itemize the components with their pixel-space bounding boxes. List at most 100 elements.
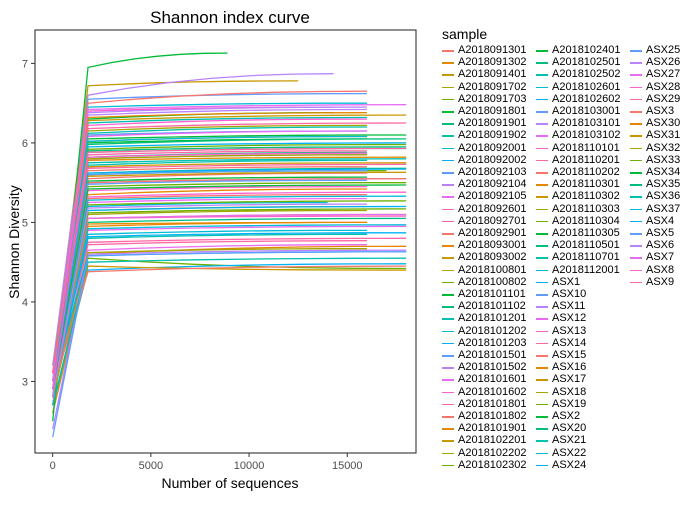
axis-group: 0 5000 10000 15000 3 4 5 6 7 <box>22 58 363 472</box>
legend-swatch <box>442 147 454 150</box>
legend-label: A2018091703 <box>458 92 527 105</box>
x-tick-label-15000: 15000 <box>332 460 363 472</box>
legend-label: ASX30 <box>646 117 681 130</box>
series-line-A2018092105 <box>52 244 367 414</box>
legend-swatch <box>536 452 548 455</box>
legend-swatch <box>442 330 454 333</box>
series-line-ASX30 <box>52 112 367 374</box>
legend-label: A2018103101 <box>552 117 621 130</box>
series-line-A2018102201 <box>52 265 407 414</box>
legend-label: A2018110202 <box>552 166 620 178</box>
legend-label: ASX11 <box>552 300 586 313</box>
legend-label: ASX28 <box>646 80 681 93</box>
series-line-ASX9 <box>52 147 407 374</box>
legend-label: A2018110101 <box>552 141 620 154</box>
legend-label: ASX15 <box>552 349 587 361</box>
legend-label: A2018101501 <box>458 349 527 361</box>
legend-label: ASX19 <box>552 397 587 410</box>
legend-label: A2018110201 <box>552 153 620 166</box>
legend-swatch <box>442 306 454 308</box>
series-line-A2018092001 <box>52 201 328 390</box>
y-tick-label-3: 3 <box>22 376 28 388</box>
legend-swatch <box>536 86 548 89</box>
series-line-ASX25 <box>52 179 367 390</box>
legend-label: ASX17 <box>552 373 587 386</box>
legend-swatch <box>442 98 454 101</box>
legend-swatch <box>442 245 454 247</box>
legend-label: ASX7 <box>646 251 675 264</box>
legend-label: A2018092105 <box>458 190 527 203</box>
legend-swatch <box>536 294 548 296</box>
series-line-ASX28 <box>52 118 367 382</box>
legend-label: A2018091302 <box>458 56 527 69</box>
series-line-A2018102302 <box>52 182 407 390</box>
series-line-A2018091702 <box>52 124 367 366</box>
legend-label: ASX22 <box>552 446 587 459</box>
legend-label: A2018091902 <box>458 129 527 142</box>
legend-swatch <box>442 294 454 296</box>
legend-label: A2018092002 <box>458 153 527 166</box>
legend-swatch <box>536 403 548 406</box>
legend-swatch <box>630 257 642 259</box>
y-tick-label-7: 7 <box>22 58 28 70</box>
legend-label: A2018091901 <box>458 117 527 130</box>
series-line-ASX2 <box>52 176 367 390</box>
series-group <box>52 52 407 438</box>
series-line-A2018110305 <box>52 52 228 422</box>
legend-label: ASX32 <box>646 141 681 154</box>
series-line-A2018093002 <box>52 162 407 382</box>
legend-label: A2018101802 <box>458 410 527 422</box>
legend-label: ASX8 <box>646 263 675 276</box>
legend-swatch <box>536 428 548 430</box>
legend-swatch <box>442 416 454 418</box>
legend-label: ASX5 <box>646 227 675 239</box>
legend-label: A2018091702 <box>458 80 527 93</box>
legend-label: A2018101201 <box>458 312 527 325</box>
legend-swatch <box>536 318 548 320</box>
legend-label: A2018102202 <box>458 446 527 459</box>
legend-swatch <box>536 62 548 64</box>
legend-swatch <box>630 233 642 235</box>
legend-label: A2018102601 <box>552 80 621 93</box>
series-line-ASX34 <box>52 184 407 390</box>
legend-label: A2018110302 <box>552 190 620 203</box>
legend-swatch <box>536 367 548 369</box>
legend-swatch <box>630 74 642 76</box>
legend-swatch <box>442 208 454 211</box>
series-line-A2018101203 <box>52 263 407 406</box>
legend-label: A2018112001 <box>552 263 620 276</box>
series-line-A2018110101 <box>52 185 367 406</box>
legend-swatch <box>442 452 454 455</box>
legend-label: ASX24 <box>552 458 587 471</box>
legend-swatch <box>630 208 642 211</box>
legend-swatch <box>536 184 548 186</box>
legend-label: ASX27 <box>646 68 681 81</box>
series-line-A2018101102 <box>52 217 407 398</box>
legend-label: ASX2 <box>552 410 581 422</box>
legend-swatch <box>442 342 454 345</box>
legend-swatch <box>442 159 454 162</box>
legend-swatch <box>536 135 548 137</box>
legend-label: A2018110701 <box>552 251 620 264</box>
legend-swatch <box>536 391 548 394</box>
x-tick-label-5000: 5000 <box>139 460 163 472</box>
chart-title: Shannon index curve <box>150 8 310 27</box>
legend-swatch <box>442 464 454 467</box>
legend-label: A2018101202 <box>458 324 527 337</box>
legend-label: ASX29 <box>646 92 681 105</box>
legend-swatch <box>536 245 548 247</box>
series-line-ASX37 <box>52 135 367 382</box>
series-line-ASX26 <box>52 106 367 374</box>
legend-label: ASX10 <box>552 288 587 300</box>
legend-label: A2018092701 <box>458 214 527 227</box>
legend-swatch <box>536 196 548 198</box>
series-line-ASX7 <box>52 104 407 382</box>
series-line-A2018091902 <box>52 116 367 374</box>
legend-swatch <box>442 391 454 394</box>
series-line-ASX22 <box>52 195 407 398</box>
series-line-A2018110202 <box>52 178 407 390</box>
series-line-ASX18 <box>52 248 367 398</box>
legend-swatch <box>630 62 642 64</box>
legend-swatch <box>536 220 548 223</box>
